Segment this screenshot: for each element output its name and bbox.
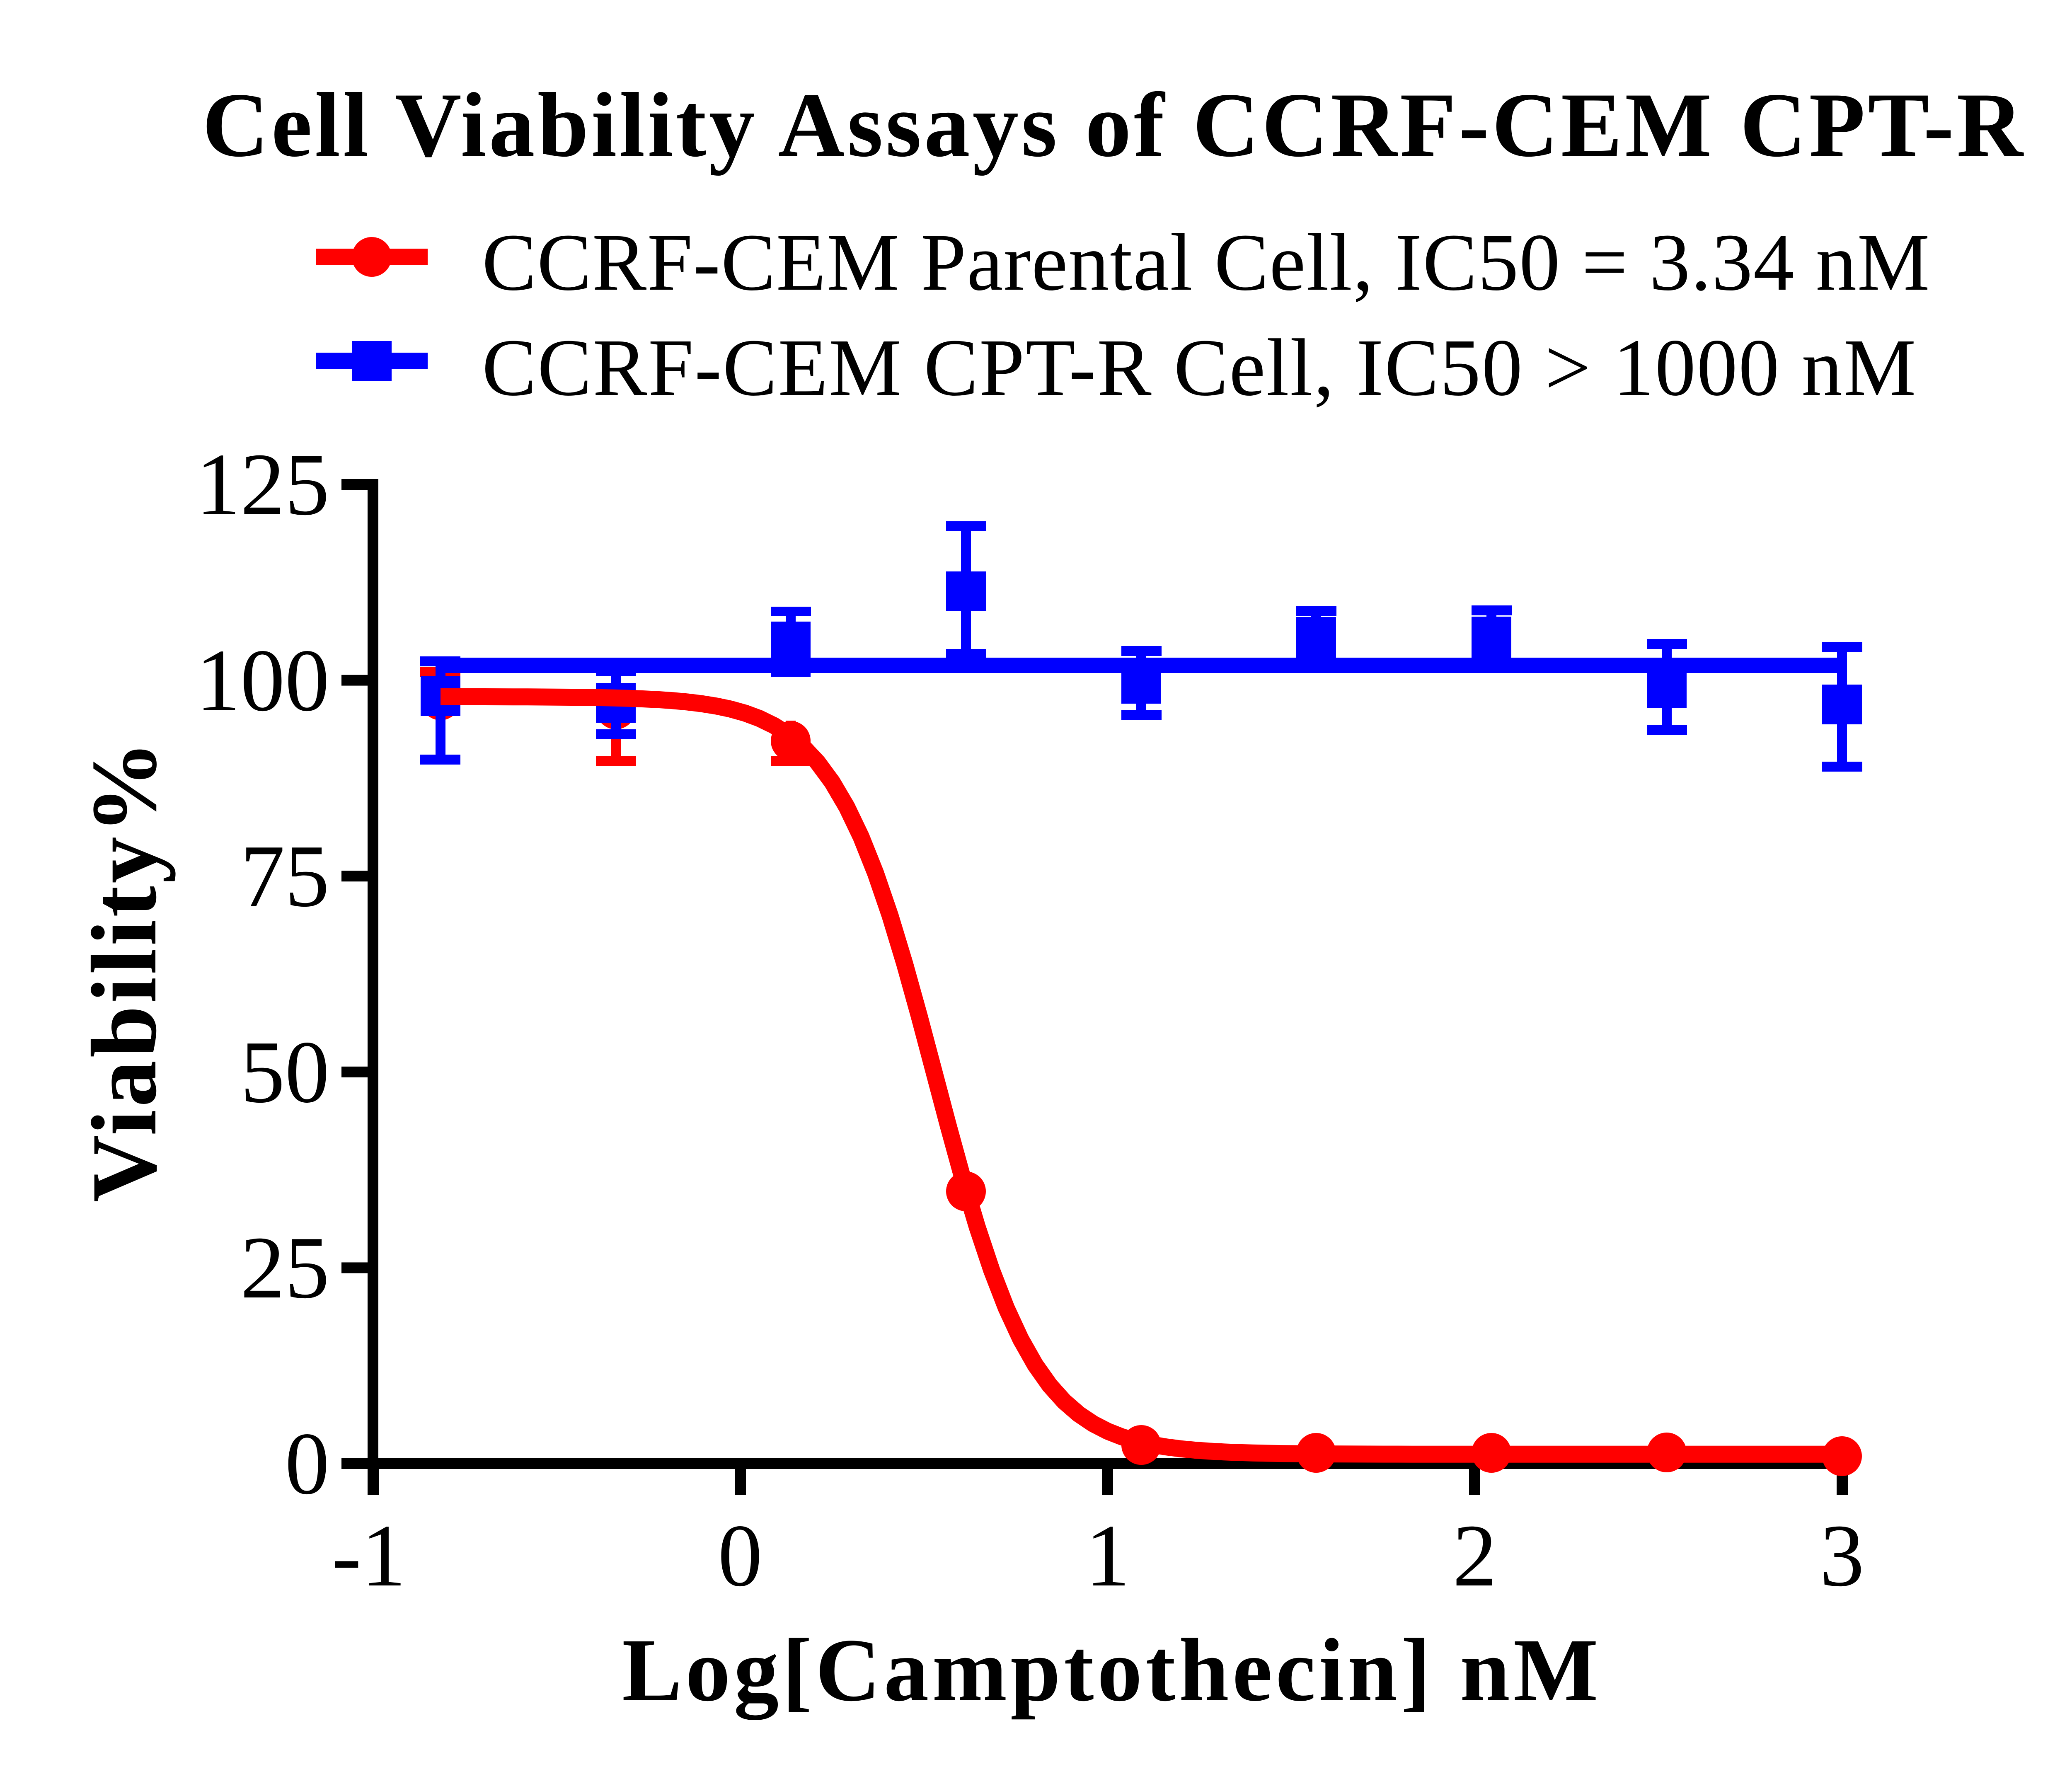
svg-text:Viability%: Viability%: [72, 738, 176, 1202]
svg-text:0: 0: [718, 1506, 762, 1605]
svg-text:50: 50: [240, 1022, 329, 1121]
svg-text:CCRF-CEM CPT-R Cell, IC50 > 10: CCRF-CEM CPT-R Cell, IC50 > 1000 nM: [482, 322, 1917, 413]
svg-text:0: 0: [285, 1414, 330, 1513]
svg-text:CCRF-CEM Parental Cell, IC50 =: CCRF-CEM Parental Cell, IC50 = 3.34 nM: [482, 217, 1930, 307]
svg-text:2: 2: [1452, 1506, 1497, 1605]
svg-text:75: 75: [240, 826, 329, 925]
svg-text:3: 3: [1820, 1506, 1864, 1605]
svg-text:1: 1: [1085, 1506, 1130, 1605]
svg-text:Log[Camptothecin] nM: Log[Camptothecin] nM: [622, 1620, 1602, 1720]
svg-text:125: 125: [196, 435, 330, 534]
svg-text:Cell Viability Assays of CCRF-: Cell Viability Assays of CCRF-CEM CPT-R: [202, 74, 2026, 176]
svg-text:100: 100: [196, 631, 330, 730]
svg-text:-1: -1: [332, 1506, 406, 1605]
svg-text:25: 25: [240, 1218, 329, 1317]
